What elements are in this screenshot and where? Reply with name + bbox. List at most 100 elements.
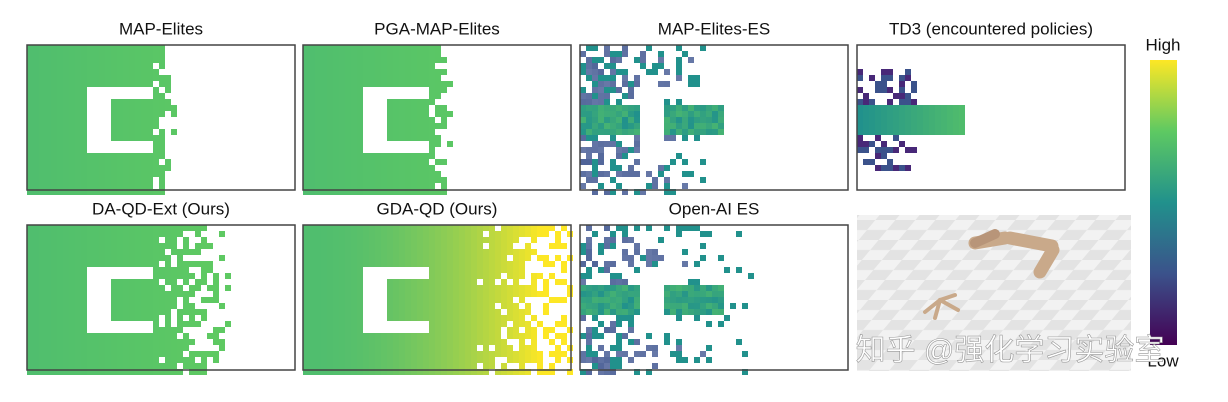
cell <box>129 255 135 261</box>
cell <box>610 177 616 183</box>
cell <box>201 237 207 243</box>
cell <box>598 87 604 93</box>
cell <box>189 273 195 279</box>
cell <box>111 363 117 369</box>
cell <box>435 261 441 267</box>
cell <box>477 291 483 297</box>
cell <box>357 93 363 99</box>
cell <box>399 189 405 195</box>
cell <box>69 279 75 285</box>
cell <box>580 357 586 363</box>
cell <box>375 177 381 183</box>
cell <box>339 351 345 357</box>
cell <box>45 291 51 297</box>
cell <box>69 135 75 141</box>
cell <box>465 339 471 345</box>
cell <box>857 147 863 153</box>
cell <box>219 303 225 309</box>
cell <box>159 93 165 99</box>
cell <box>706 321 712 327</box>
cell <box>694 291 700 297</box>
cell <box>483 357 489 363</box>
cell <box>429 255 435 261</box>
cell <box>646 225 652 231</box>
cell <box>429 75 435 81</box>
cell <box>309 129 315 135</box>
cell <box>543 291 549 297</box>
cell <box>321 285 327 291</box>
cell <box>423 279 429 285</box>
cell <box>69 225 75 231</box>
cell <box>333 249 339 255</box>
cell <box>519 345 525 351</box>
cell <box>363 339 369 345</box>
cell <box>471 267 477 273</box>
cell <box>81 237 87 243</box>
cell <box>141 99 147 105</box>
cell <box>333 297 339 303</box>
cell <box>309 243 315 249</box>
cell <box>183 225 189 231</box>
cell <box>129 291 135 297</box>
cell <box>363 351 369 357</box>
panel-title: MAP-Elites-ES <box>658 19 770 38</box>
cell <box>399 51 405 57</box>
cell <box>81 345 87 351</box>
cell <box>465 279 471 285</box>
cell <box>177 267 183 273</box>
cell <box>165 345 171 351</box>
cell <box>129 99 135 105</box>
cell <box>622 315 628 321</box>
cell <box>586 291 592 297</box>
cell <box>153 153 159 159</box>
cell <box>117 177 123 183</box>
cell <box>423 315 429 321</box>
cell <box>147 237 153 243</box>
cell <box>33 345 39 351</box>
cell <box>423 297 429 303</box>
cell <box>459 225 465 231</box>
cell <box>213 291 219 297</box>
cell <box>869 105 875 111</box>
cell <box>387 129 393 135</box>
cell <box>525 351 531 357</box>
cell <box>893 147 899 153</box>
cell <box>357 147 363 153</box>
cell <box>429 45 435 51</box>
cell <box>417 153 423 159</box>
cell <box>27 315 33 321</box>
cell <box>321 75 327 81</box>
cell <box>555 321 561 327</box>
cell <box>327 189 333 195</box>
cell <box>664 129 670 135</box>
cell <box>519 357 525 363</box>
cell <box>111 369 117 375</box>
cell <box>700 129 706 135</box>
cell <box>345 273 351 279</box>
cell <box>189 225 195 231</box>
cell <box>417 51 423 57</box>
cell <box>153 297 159 303</box>
cell <box>69 339 75 345</box>
cell <box>117 51 123 57</box>
cell <box>610 51 616 57</box>
cell <box>141 171 147 177</box>
cell <box>81 123 87 129</box>
cell <box>393 261 399 267</box>
cell <box>399 45 405 51</box>
cell <box>959 105 965 111</box>
cell <box>465 297 471 303</box>
cell <box>39 267 45 273</box>
cell <box>863 123 869 129</box>
cell <box>634 243 640 249</box>
cell <box>303 291 309 297</box>
cell <box>357 111 363 117</box>
cell <box>387 177 393 183</box>
cell <box>93 249 99 255</box>
cell <box>465 291 471 297</box>
cell <box>664 333 670 339</box>
cell <box>99 243 105 249</box>
cell <box>375 333 381 339</box>
cell <box>147 99 153 105</box>
cell <box>165 165 171 171</box>
